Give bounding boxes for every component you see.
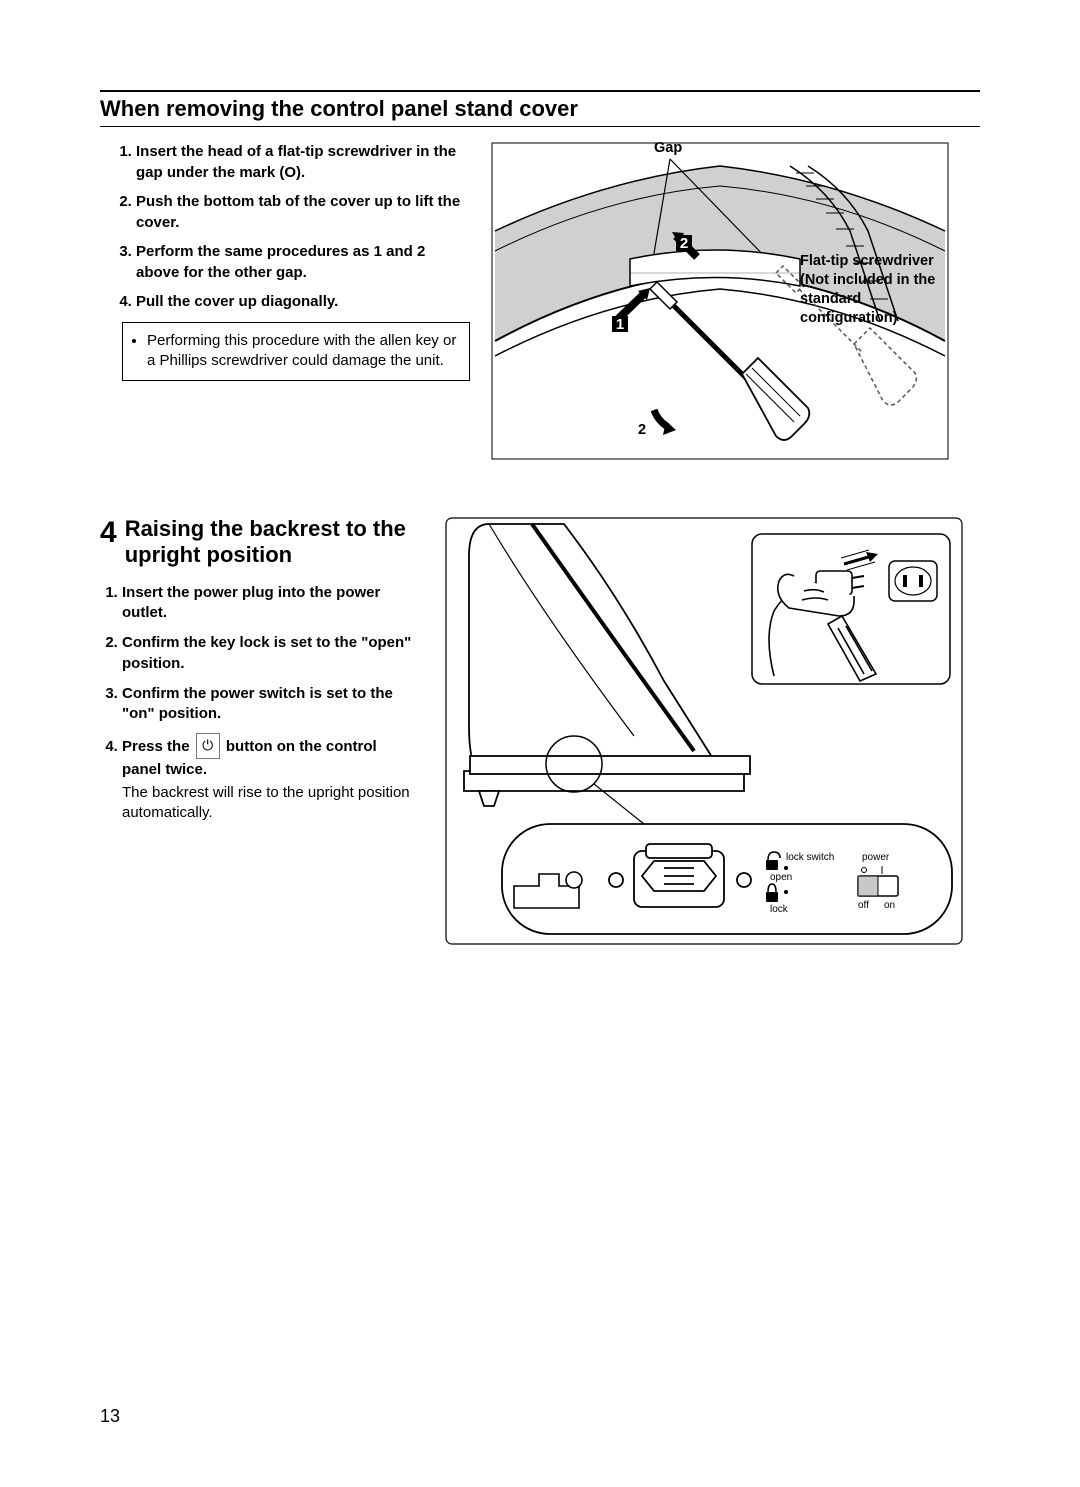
svg-text:1: 1 bbox=[616, 316, 624, 333]
svg-text:lock switch: lock switch bbox=[786, 852, 834, 863]
svg-text:open: open bbox=[770, 872, 792, 883]
step-4-1: Insert the power plug into the power out… bbox=[122, 583, 420, 624]
svg-text:power: power bbox=[862, 852, 890, 863]
power-icon: ⏻ bbox=[196, 733, 220, 759]
diagram-screwdriver: Gap Flat-tip screwdriver (Not included i… bbox=[490, 141, 980, 466]
svg-text:on: on bbox=[884, 900, 895, 911]
step-1-2: Push the bottom tab of the cover up to l… bbox=[136, 191, 470, 233]
page-number: 13 bbox=[100, 1406, 120, 1427]
svg-text:off: off bbox=[858, 900, 869, 911]
caution-note: Performing this procedure with the allen… bbox=[122, 322, 470, 381]
step-4-note: The backrest will rise to the upright po… bbox=[122, 783, 420, 824]
diagram-backrest: lock switch open lock power bbox=[444, 516, 980, 951]
step-1-3: Perform the same procedures as 1 and 2 a… bbox=[136, 241, 470, 283]
step-4-2: Confirm the key lock is set to the "open… bbox=[122, 633, 420, 674]
section-title-removing-cover: When removing the control panel stand co… bbox=[100, 96, 980, 127]
svg-text:2: 2 bbox=[680, 235, 688, 252]
steps-list-1: Insert the head of a flat-tip screwdrive… bbox=[100, 141, 470, 312]
section-title-backrest: Raising the backrest to the upright posi… bbox=[125, 516, 420, 569]
step-4-3: Confirm the power switch is set to the "… bbox=[122, 684, 420, 725]
step-1-4: Pull the cover up diagonally. bbox=[136, 291, 470, 312]
step-4-4: Press the ⏻ button on the control panel … bbox=[122, 734, 420, 823]
callout-2-lower: 2 bbox=[638, 421, 646, 440]
section-number-4: 4 bbox=[100, 518, 117, 548]
step-1-1: Insert the head of a flat-tip screwdrive… bbox=[136, 141, 470, 183]
svg-text:lock: lock bbox=[770, 904, 789, 915]
screwdriver-label: Flat-tip screwdriver (Not included in th… bbox=[800, 252, 950, 327]
gap-label: Gap bbox=[654, 139, 682, 158]
steps-list-2: Insert the power plug into the power out… bbox=[100, 583, 420, 823]
